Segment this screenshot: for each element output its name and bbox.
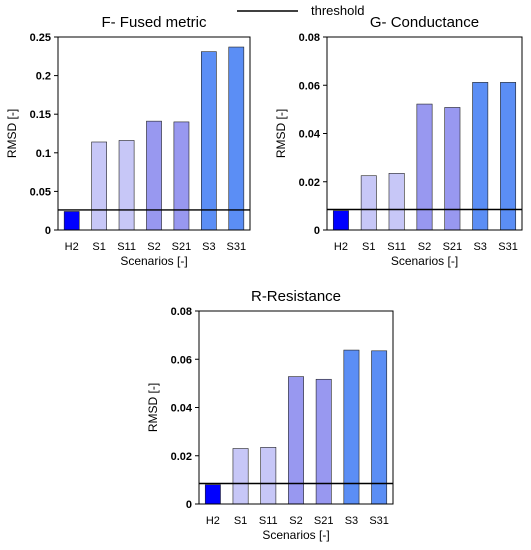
x-tick-label: S3 <box>202 241 215 253</box>
x-tick-label: S31 <box>498 241 518 253</box>
y-tick-label: 0.04 <box>299 129 321 141</box>
x-axis-label: Scenarios [-] <box>262 528 329 542</box>
bar-h2 <box>63 211 80 231</box>
bar-s11 <box>388 173 405 231</box>
x-tick-label: S11 <box>259 515 278 527</box>
x-tick-label: S3 <box>345 515 358 527</box>
y-tick-label: 0.2 <box>36 71 51 83</box>
bar-s1 <box>232 448 249 505</box>
y-tick-label: 0.02 <box>299 177 320 189</box>
x-tick-label: H2 <box>65 241 79 253</box>
chart-panel: F- Fused metric H2 S1 S11 S2 S21 S3 S31 0 0.05 0.1… <box>5 14 251 268</box>
x-tick-label: S2 <box>289 515 302 527</box>
y-tick-label: 0.05 <box>30 186 51 198</box>
y-axis-label: RMSD [-] <box>146 383 160 432</box>
bar-s11 <box>118 140 135 231</box>
y-tick-label: 0.06 <box>299 80 320 92</box>
y-tick-label: 0.08 <box>171 306 192 318</box>
x-tick-label: S11 <box>387 241 406 253</box>
bar-s1 <box>91 141 107 231</box>
x-tick-label: S11 <box>117 241 136 253</box>
x-tick-label: S1 <box>234 515 247 527</box>
y-tick-label: 0 <box>186 499 192 511</box>
chart-title: G- Conductance <box>370 14 479 31</box>
bar-s2 <box>416 103 433 231</box>
y-axis-label: RMSD [-] <box>5 109 19 158</box>
bar-s11 <box>260 447 277 505</box>
x-tick-label: S1 <box>362 241 375 253</box>
y-tick-label: 0.08 <box>299 32 320 44</box>
x-tick-label: S21 <box>172 241 192 253</box>
y-tick-label: 0 <box>45 225 51 237</box>
legend-threshold-label: threshold <box>311 3 364 18</box>
x-tick-label: S21 <box>443 241 463 253</box>
x-tick-label: S31 <box>226 241 246 253</box>
bar-s21 <box>173 121 190 231</box>
y-tick-label: 0.02 <box>171 451 192 463</box>
bar-s21 <box>315 378 332 505</box>
x-tick-label: S21 <box>314 515 334 527</box>
bar-h2 <box>204 484 221 505</box>
bar-s3 <box>472 82 489 231</box>
y-tick-label: 0.25 <box>30 32 51 44</box>
bar-s3 <box>201 51 217 231</box>
x-tick-label: S31 <box>369 515 389 527</box>
bar-s3 <box>343 349 360 505</box>
x-tick-label: H2 <box>334 241 348 253</box>
x-tick-label: S1 <box>92 241 105 253</box>
bar-s21 <box>444 107 461 231</box>
bar-s31 <box>500 82 517 231</box>
bar-s31 <box>371 350 388 505</box>
bar-h2 <box>332 210 349 231</box>
x-tick-label: H2 <box>206 515 220 527</box>
chart-panel: R-Resistance H2 S1 S11 S2 S21 S3 S31 0 0.02 0.04 0.… <box>146 288 394 542</box>
y-tick-label: 0.15 <box>30 109 51 121</box>
y-tick-label: 0 <box>314 225 320 237</box>
y-tick-label: 0.1 <box>36 148 51 160</box>
chart-panel: G- Conductance H2 S1 S11 S2 S21 S3 S31 0 0.02 0.04… <box>274 14 523 268</box>
chart-title: F- Fused metric <box>101 14 207 31</box>
x-tick-label: S2 <box>147 241 160 253</box>
plot-frame <box>57 36 251 231</box>
y-axis-label: RMSD [-] <box>274 109 288 158</box>
chart-title: R-Resistance <box>251 288 341 305</box>
x-tick-label: S3 <box>473 241 486 253</box>
bar-s2 <box>146 120 162 231</box>
bar-s1 <box>360 175 377 231</box>
y-tick-label: 0.06 <box>171 354 192 366</box>
bar-s2 <box>288 376 304 505</box>
y-tick-label: 0.04 <box>171 403 193 415</box>
x-axis-label: Scenarios [-] <box>391 254 458 268</box>
chart-panels: F- Fused metric H2 S1 S11 S2 S21 S3 S31 0 0.05 0.1… <box>5 14 523 542</box>
x-axis-label: Scenarios [-] <box>120 254 187 268</box>
legend: threshold <box>237 3 364 18</box>
x-tick-label: S2 <box>418 241 431 253</box>
bar-s31 <box>228 46 245 231</box>
